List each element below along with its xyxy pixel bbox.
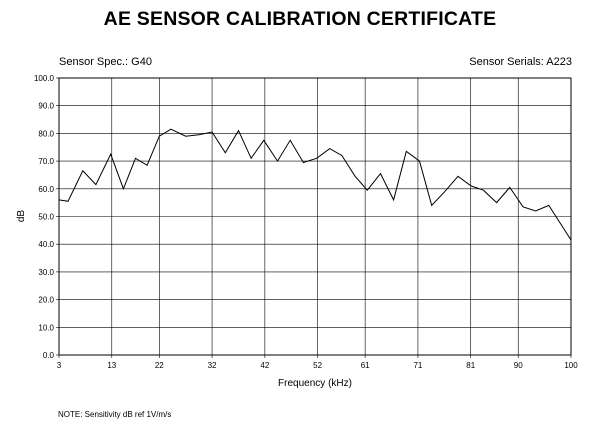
grid-layer (59, 78, 571, 355)
sensor-spec-label: Sensor Spec.: G40 (59, 56, 152, 68)
y-tick-label: 0.0 (43, 351, 55, 360)
x-tick-label: 61 (361, 361, 370, 370)
plot-frame (58, 77, 572, 356)
series-layer (58, 128, 572, 241)
x-tick-label: 13 (107, 361, 116, 370)
y-tick-label: 10.0 (38, 323, 54, 332)
x-tick-label: 22 (155, 361, 164, 370)
x-tick-label: 71 (413, 361, 422, 370)
x-tick-label: 90 (514, 361, 523, 370)
x-tick-label: 52 (313, 361, 322, 370)
x-tick-label: 100 (564, 361, 578, 370)
sensitivity-series-line (58, 128, 572, 241)
x-tick-label: 42 (260, 361, 269, 370)
y-tick-label: 40.0 (38, 240, 54, 249)
y-tick-label: 80.0 (38, 129, 54, 138)
x-tick-label: 81 (466, 361, 475, 370)
y-tick-label: 100.0 (34, 74, 55, 83)
y-axis-label: dB (16, 210, 27, 223)
y-tick-label: 60.0 (38, 185, 54, 194)
x-tick-label: 32 (208, 361, 217, 370)
page-title: AE SENSOR CALIBRATION CERTIFICATE (103, 8, 497, 30)
x-axis-label: Frequency (kHz) (278, 378, 352, 389)
y-tick-label: 30.0 (38, 268, 54, 277)
y-tick-label: 90.0 (38, 102, 54, 111)
y-tick-label: 50.0 (38, 213, 54, 222)
y-tick-label: 70.0 (38, 157, 54, 166)
sensor-serials-label: Sensor Serials: A223 (469, 56, 572, 68)
tick-layer: 0.0 10.0 20.0 30.0 40.0 50.0 60.0 70.0 80.0 90.0 1… (34, 74, 578, 370)
sensitivity-note: NOTE: Sensitivity dB ref 1V/m/s (58, 410, 172, 419)
x-tick-label: 3 (57, 361, 62, 370)
y-tick-label: 20.0 (38, 296, 54, 305)
